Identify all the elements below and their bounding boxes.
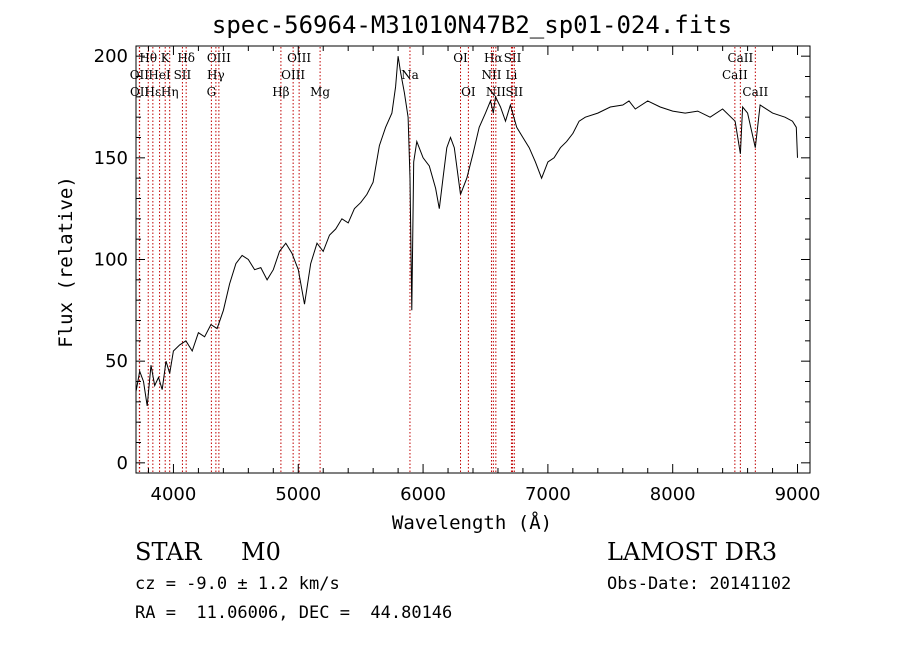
- x-axis: 4000 5000 6000 7000 8000 9000: [147, 46, 821, 505]
- line-label-22: SII: [504, 51, 522, 65]
- chart-title: spec-56964-M31010N47B2_sp01-024.fits: [212, 11, 732, 39]
- y-tick-label-0: 0: [117, 453, 128, 474]
- line-label-27: CaII: [742, 85, 768, 99]
- x-axis-label: Wavelength (Å): [392, 511, 552, 534]
- line-label-12: Hβ: [272, 85, 289, 99]
- line-label-17: OI: [453, 51, 468, 65]
- line-label-18: OI: [461, 85, 476, 99]
- line-label-9: OIII: [207, 51, 231, 65]
- line-label-8: Hδ: [177, 51, 195, 65]
- line-label-13: OIII: [287, 51, 311, 65]
- line-label-20: NII: [481, 68, 501, 82]
- line-label-5: K: [161, 51, 171, 65]
- observation-date: Obs-Date: 20141102: [607, 574, 792, 594]
- spectrum-series-line: [135, 56, 798, 406]
- line-label-7: SII: [174, 68, 192, 82]
- line-label-3: Hε: [145, 85, 162, 99]
- x-tick-label-7000: 7000: [525, 484, 571, 505]
- coordinates: RA = 11.06006, DEC = 44.80146: [135, 603, 453, 623]
- line-label-16: Na: [401, 68, 419, 82]
- redshift-value: cz = -9.0 ± 1.2 km/s: [135, 574, 340, 594]
- line-label-14: OIII: [281, 68, 305, 82]
- x-tick-label-9000: 9000: [775, 484, 821, 505]
- object-subclass: M0: [241, 538, 281, 566]
- y-tick-label-200: 200: [94, 46, 128, 67]
- x-tick-label-6000: 6000: [400, 484, 446, 505]
- line-label-2: OII: [130, 85, 150, 99]
- line-label-26: CaII: [722, 68, 748, 82]
- line-label-25: CaII: [727, 51, 753, 65]
- line-label-19: Hα: [484, 51, 503, 65]
- x-tick-label-4000: 4000: [151, 484, 197, 505]
- line-label-0: Hθ: [139, 51, 157, 65]
- line-label-23: Li: [506, 68, 518, 82]
- y-axis: 0 50 100 150 200: [94, 46, 810, 474]
- x-tick-label-8000: 8000: [650, 484, 696, 505]
- y-tick-label-50: 50: [105, 351, 128, 372]
- line-label-21: NII: [486, 85, 506, 99]
- line-label-15: Mg: [310, 85, 330, 99]
- y-tick-label-100: 100: [94, 250, 128, 271]
- y-tick-label-150: 150: [94, 148, 128, 169]
- object-class: STAR: [135, 538, 202, 566]
- line-label-10: Hγ: [207, 68, 225, 82]
- line-label-6: Hη: [161, 85, 179, 99]
- x-tick-label-5000: 5000: [275, 484, 321, 505]
- y-axis-label: Flux (relative): [55, 176, 77, 348]
- plot-frame: [135, 45, 811, 474]
- line-label-24: SII: [505, 85, 523, 99]
- survey-name: LAMOST DR3: [607, 538, 778, 566]
- line-label-4: HeI: [148, 68, 171, 82]
- line-label-11: G: [207, 85, 217, 99]
